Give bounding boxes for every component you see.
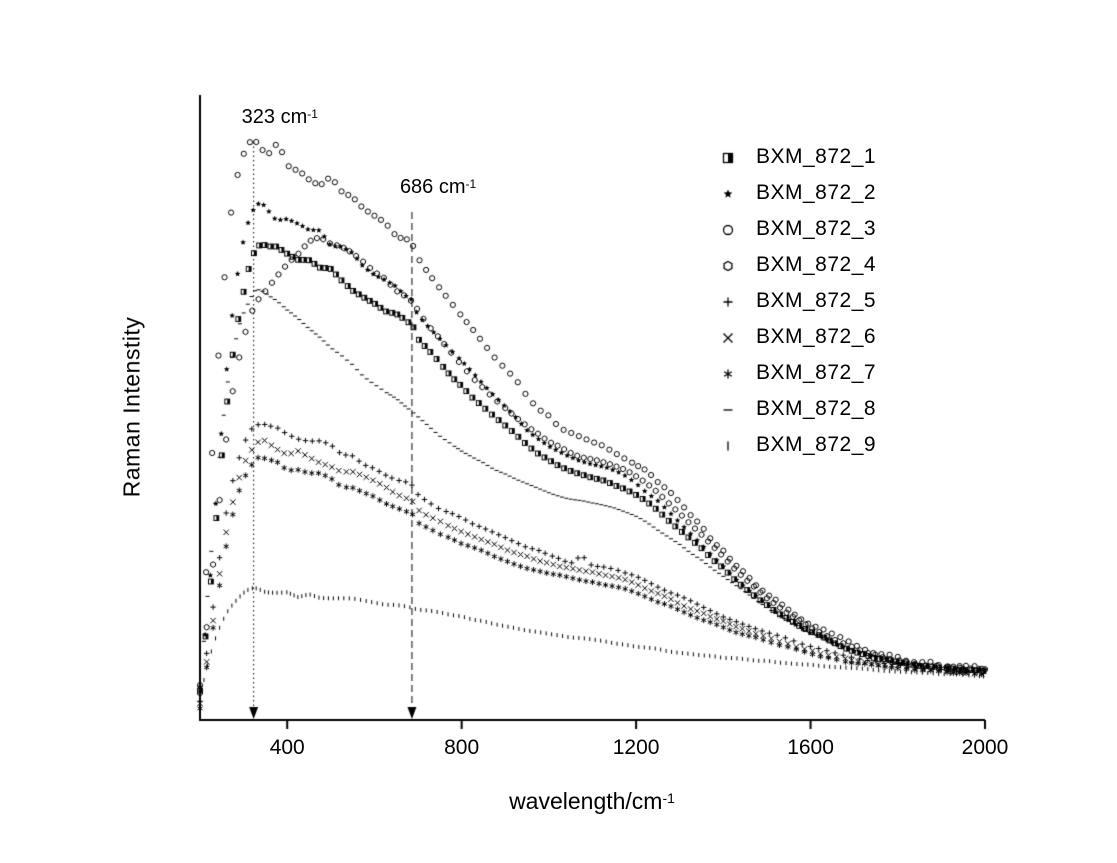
hexagon-open-legend-marker-icon [716, 253, 740, 277]
legend-label-1: BXM_872_1 [756, 145, 877, 168]
legend-item-8: BXM_872_8 [716, 391, 876, 427]
annotation-686-text: 686 cm [399, 176, 466, 198]
y-axis-label: Raman Intenstity [118, 316, 145, 498]
legend-label-7: BXM_872_7 [756, 361, 877, 384]
x-tick-label-800: 800 [444, 736, 480, 759]
legend-label-2: BXM_872_2 [756, 181, 877, 204]
legend-item-3: BXM_872_3 [716, 211, 876, 247]
x-tick-label-1200: 1200 [612, 736, 660, 759]
annotation-686: 686 cm-1 [400, 176, 476, 199]
x-axis-label: wavelength/cm-1 [509, 788, 675, 815]
x-legend-marker-icon [716, 325, 740, 349]
annotation-686-superscript: -1 [465, 177, 477, 191]
legend-item-6: BXM_872_6 [716, 319, 876, 355]
star-legend-marker-icon [716, 181, 740, 205]
legend: BXM_872_1 BXM_872_2 BXM_872_3 BXM_872_4 BXM_… [716, 139, 876, 463]
asterisk-legend-marker-icon [716, 361, 740, 385]
annotation-323-superscript: -1 [307, 107, 318, 121]
annotation-323: 323 cm-1 [242, 106, 318, 129]
legend-item-9: BXM_872_9 [716, 427, 876, 463]
x-tick-label-2000: 2000 [961, 736, 1009, 759]
legend-label-9: BXM_872_9 [756, 433, 877, 456]
legend-label-5: BXM_872_5 [756, 289, 877, 312]
legend-label-6: BXM_872_6 [756, 325, 877, 348]
legend-item-1: BXM_872_1 [716, 139, 876, 175]
legend-label-8: BXM_872_8 [756, 397, 877, 420]
annotation-323-text: 323 cm [241, 106, 308, 128]
legend-item-5: BXM_872_5 [716, 283, 876, 319]
legend-item-4: BXM_872_4 [716, 247, 876, 283]
legend-item-2: BXM_872_2 [716, 175, 876, 211]
legend-item-7: BXM_872_7 [716, 355, 876, 391]
square-right-half-legend-marker-icon [716, 145, 740, 169]
circle-open-legend-marker-icon [716, 217, 740, 241]
plus-legend-marker-icon [716, 289, 740, 313]
vbar-legend-marker-icon [716, 433, 740, 457]
x-axis-label-text: wavelength/cm [509, 788, 663, 814]
x-tick-label-400: 400 [269, 736, 305, 759]
legend-label-3: BXM_872_3 [756, 217, 877, 240]
x-axis-label-superscript: -1 [662, 790, 675, 806]
hdash-legend-marker-icon [716, 397, 740, 421]
x-tick-label-1600: 1600 [787, 736, 834, 759]
legend-label-4: BXM_872_4 [756, 253, 877, 276]
